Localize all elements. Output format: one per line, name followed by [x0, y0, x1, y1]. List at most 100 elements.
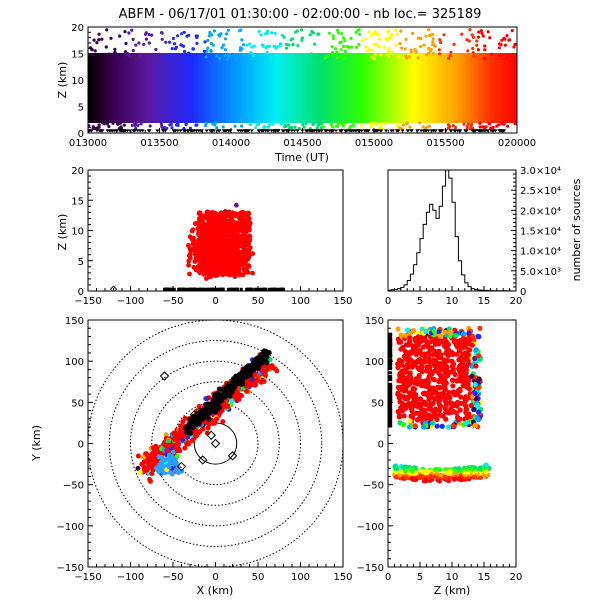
z-y-source: [466, 377, 472, 384]
z-y-source: [410, 400, 416, 406]
z-y-ground-marker: [388, 350, 393, 354]
time-height-source: [339, 40, 343, 44]
time-height-ground-marker: [181, 129, 186, 133]
time-height-source: [173, 47, 178, 51]
time-height-y-tick-label: 0: [78, 129, 84, 140]
time-height-source: [168, 40, 172, 44]
time-height-source: [296, 44, 300, 48]
time-height-source: [111, 121, 115, 125]
time-height-source: [471, 51, 475, 55]
plan-x-tick-label: −150: [74, 572, 101, 583]
z-y-x-tick-label: 10: [446, 572, 459, 583]
time-height-ground-marker: [477, 129, 482, 133]
z-y-source: [393, 474, 399, 480]
z-y-ground-marker: [388, 419, 393, 423]
time-height-source: [212, 29, 217, 33]
time-height-source: [339, 54, 343, 58]
time-height-source: [389, 36, 393, 40]
z-y-source: [469, 342, 475, 348]
time-height-ground-marker: [194, 129, 199, 133]
time-height-source: [367, 30, 371, 34]
time-height-source: [204, 123, 208, 128]
time-height-source: [369, 54, 373, 59]
x-z-ground-marker: [217, 287, 221, 291]
x-z-source: [236, 242, 243, 249]
plan-view-ylabel: Y (km): [30, 425, 43, 462]
time-height-source: [475, 39, 479, 43]
time-height-ground-marker: [497, 129, 502, 133]
time-height-source: [409, 48, 413, 52]
time-height-source: [317, 123, 321, 127]
time-height-source: [301, 122, 305, 126]
time-height-source: [109, 36, 113, 40]
time-height-source: [223, 53, 227, 58]
z-y-source: [412, 423, 418, 429]
x-z-ground-marker: [226, 287, 230, 291]
time-height-source: [299, 28, 304, 32]
z-y-source: [464, 414, 470, 420]
z-y-source: [432, 412, 439, 418]
time-height-source: [166, 56, 170, 60]
time-height-source: [100, 37, 104, 41]
x-z-source: [234, 202, 239, 208]
plan-source: [162, 457, 168, 463]
time-height-ground-marker: [265, 129, 270, 133]
x-z-source: [189, 236, 195, 242]
plan-source: [163, 432, 169, 438]
time-height-source: [254, 126, 258, 130]
z-y-x-tick-label: 5: [417, 572, 423, 583]
plan-ground-strike: [255, 362, 261, 368]
time-height-source: [95, 126, 99, 130]
plan-station-marker: [227, 451, 238, 461]
time-height-ground-marker: [155, 129, 160, 133]
time-height-sources: [88, 28, 517, 133]
time-height-source: [238, 29, 242, 33]
x-z-source: [196, 210, 203, 217]
z-y-ground-marker: [388, 332, 393, 336]
time-height-ground-marker: [249, 129, 254, 133]
time-height-ground-marker: [269, 129, 274, 133]
x-z-source: [241, 247, 248, 253]
time-height-source: [348, 126, 352, 130]
z-y-source: [436, 329, 442, 335]
plan-source: [156, 454, 162, 460]
time-height-source: [483, 48, 487, 52]
time-height-x-tick-label: 014000: [212, 138, 250, 149]
time-height-source: [439, 40, 443, 45]
z-y-source: [401, 388, 408, 394]
time-height-source: [147, 41, 151, 45]
time-height-source: [483, 56, 487, 61]
z-y-ground-marker: [388, 348, 393, 352]
time-height-source: [104, 45, 108, 49]
altitude-histogram-ylabel: number of sources: [570, 178, 583, 281]
z-y-source: [425, 377, 431, 383]
time-height-y-tick-label: 5: [78, 103, 84, 114]
x-z-source: [196, 227, 203, 233]
z-y-source: [439, 423, 445, 429]
time-height-ground-marker: [491, 129, 496, 133]
time-height-source: [223, 48, 227, 52]
z-y-source: [460, 331, 467, 337]
z-y-source: [453, 333, 459, 339]
time-height-source: [116, 53, 120, 57]
plan-ground-strike: [212, 399, 218, 405]
x-z-source: [238, 221, 245, 227]
time-height-ground-marker: [140, 129, 145, 133]
z-y-ground-marker: [388, 354, 393, 358]
z-y-source: [451, 476, 457, 482]
time-height-ground-marker: [224, 129, 229, 133]
z-y-ground-marker: [388, 382, 393, 386]
z-y-y-tick-label: −100: [357, 522, 384, 533]
time-height-source: [205, 49, 209, 53]
time-height-source: [336, 28, 340, 32]
z-y-source: [437, 472, 443, 478]
time-height-x-tick-label: 020000: [498, 138, 536, 149]
x-z-ground-marker: [236, 287, 240, 291]
z-y-source: [428, 474, 433, 479]
z-y-source: [450, 423, 456, 429]
time-height-source: [349, 36, 353, 41]
time-height-ground-marker: [366, 129, 371, 133]
plan-source: [166, 464, 172, 470]
time-height-source: [248, 42, 252, 46]
time-height-ground-marker: [175, 129, 180, 133]
